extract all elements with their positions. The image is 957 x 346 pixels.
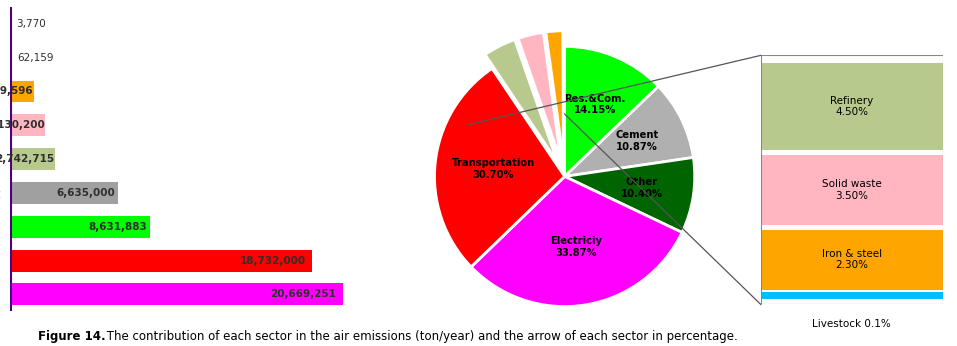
Wedge shape [545, 31, 564, 161]
Wedge shape [565, 46, 658, 176]
Wedge shape [434, 69, 565, 267]
Text: Refinery
4.50%: Refinery 4.50% [830, 95, 874, 117]
Text: Cement
10.87%: Cement 10.87% [615, 130, 658, 152]
Bar [11, 182, 118, 204]
Wedge shape [565, 157, 695, 233]
Bar [11, 148, 56, 170]
Text: 1,409,596: 1,409,596 [0, 86, 33, 97]
Text: Transportation
30.70%: Transportation 30.70% [452, 158, 535, 180]
Text: 2,130,200: 2,130,200 [0, 120, 45, 130]
Text: 20,669,251: 20,669,251 [270, 290, 336, 300]
Text: 62,159: 62,159 [17, 53, 54, 63]
Wedge shape [565, 86, 693, 176]
FancyBboxPatch shape [761, 230, 943, 290]
Text: 3,770: 3,770 [16, 19, 46, 29]
Wedge shape [518, 33, 561, 161]
Bar [11, 250, 312, 272]
Text: Electriciy
33.87%: Electriciy 33.87% [550, 236, 602, 258]
Text: Livestock 0.1%: Livestock 0.1% [812, 319, 891, 329]
Wedge shape [485, 40, 558, 163]
FancyBboxPatch shape [761, 292, 943, 300]
Text: Solid waste
3.50%: Solid waste 3.50% [822, 179, 881, 201]
Bar [11, 216, 149, 238]
Text: 2,742,715: 2,742,715 [0, 154, 55, 164]
Text: 8,631,883: 8,631,883 [88, 222, 146, 232]
Wedge shape [471, 176, 682, 307]
Text: Other
10.40%: Other 10.40% [621, 177, 663, 199]
Bar [11, 283, 343, 306]
Bar [11, 114, 45, 136]
Text: Res.&Com.
14.15%: Res.&Com. 14.15% [565, 94, 626, 116]
Text: 6,635,000: 6,635,000 [56, 188, 116, 198]
Text: The contribution of each sector in the air emissions (ton/year) and the arrow of: The contribution of each sector in the a… [103, 329, 738, 343]
FancyBboxPatch shape [761, 63, 943, 150]
Bar [11, 81, 33, 102]
FancyBboxPatch shape [761, 155, 943, 225]
Text: Iron & steel
2.30%: Iron & steel 2.30% [822, 249, 881, 271]
Text: Figure 14.: Figure 14. [38, 329, 106, 343]
Text: 18,732,000: 18,732,000 [239, 256, 305, 266]
